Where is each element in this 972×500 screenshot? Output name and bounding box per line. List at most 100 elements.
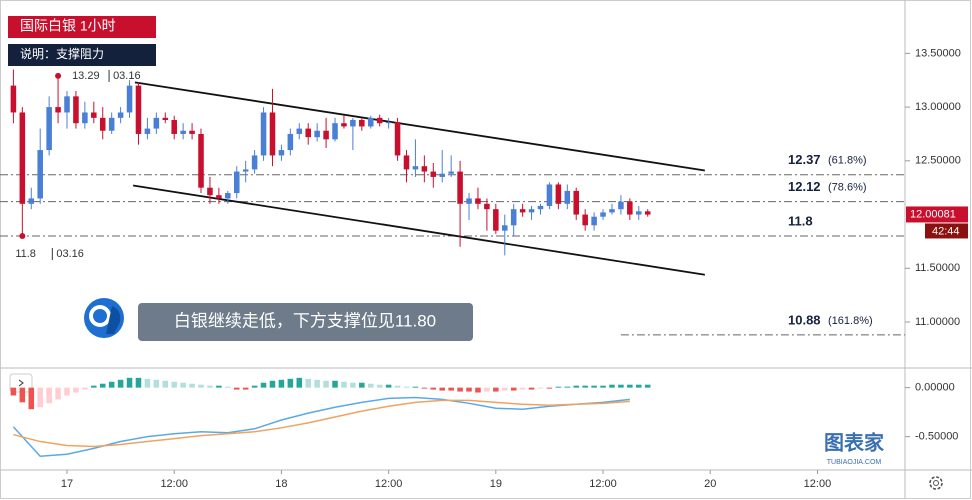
macd-bar xyxy=(475,387,481,393)
candle-body xyxy=(189,130,195,134)
candle-body xyxy=(466,198,472,204)
price-tag xyxy=(906,206,968,223)
macd-bar xyxy=(448,387,454,391)
candle-body xyxy=(55,107,61,113)
macd-bar xyxy=(207,385,213,388)
candle-body xyxy=(135,85,142,134)
macd-bar xyxy=(269,380,276,388)
trend-line xyxy=(132,184,706,276)
y-tick-label: 11.50000 xyxy=(915,262,960,274)
x-tick-label: 17 xyxy=(61,478,73,490)
macd-bar xyxy=(55,387,61,400)
candle-body xyxy=(636,211,642,215)
settings-icon[interactable] xyxy=(929,476,943,490)
macd-bar xyxy=(135,377,142,388)
candle-body xyxy=(28,198,35,204)
macd-bar xyxy=(421,387,428,389)
macd-bar xyxy=(376,384,383,388)
candle-body xyxy=(359,119,365,127)
x-tick-label: 12:00 xyxy=(589,478,617,490)
countdown: 42:44 xyxy=(932,225,960,237)
candle-body xyxy=(251,155,258,170)
x-tick-label: 20 xyxy=(704,478,716,490)
macd-bar xyxy=(162,380,169,388)
level-value: 12.12 xyxy=(788,179,821,194)
macd-bar xyxy=(10,387,17,396)
candle-body xyxy=(573,190,580,215)
level-value: 10.88 xyxy=(788,312,821,327)
candle-body xyxy=(609,209,615,213)
macd-bar xyxy=(28,387,35,410)
macd-bar xyxy=(216,385,222,388)
macd-bar xyxy=(225,386,231,388)
macd-bar xyxy=(439,387,445,391)
candle-body xyxy=(323,130,329,140)
level-note: (161.8%) xyxy=(828,315,873,327)
macd-bar xyxy=(394,385,401,388)
macd-bar xyxy=(385,384,392,388)
macd-bar xyxy=(180,382,186,388)
candle-body xyxy=(117,112,124,118)
candle-body xyxy=(296,128,303,134)
chevron-icon xyxy=(18,379,24,387)
macd-bar xyxy=(287,378,294,388)
macd-bar xyxy=(359,382,365,388)
macd-bar xyxy=(510,387,517,391)
candle-body xyxy=(278,150,285,156)
candle-body xyxy=(350,119,356,127)
y-tick-label: 11.00000 xyxy=(915,316,960,328)
candle-body xyxy=(82,112,88,124)
candle-body xyxy=(403,155,410,170)
candle-body xyxy=(198,133,204,188)
candle-body xyxy=(260,112,267,156)
trend-line xyxy=(134,81,706,172)
countdown-tag xyxy=(925,223,968,239)
chart-subtitle: 说明：支撑阻力 xyxy=(20,46,104,61)
macd-bar xyxy=(73,387,79,393)
candle-body xyxy=(341,123,347,127)
candle-body xyxy=(108,117,115,131)
macd-bar xyxy=(600,385,606,388)
macd-bar xyxy=(332,380,338,388)
candle-body xyxy=(546,184,553,206)
candle-body xyxy=(493,209,499,231)
callout-box xyxy=(138,303,473,341)
macd-bar xyxy=(108,381,115,388)
analyst-icon xyxy=(84,298,124,338)
y-tick-label: 13.00000 xyxy=(915,101,961,113)
macd-bar xyxy=(573,385,580,388)
extreme-date: 03.16 xyxy=(56,248,84,260)
candle-body xyxy=(582,214,588,226)
candle-body xyxy=(627,201,633,215)
macd-bar xyxy=(555,386,562,388)
macd-bar xyxy=(403,386,410,388)
macd-y-tick-label: 0.00000 xyxy=(915,382,955,394)
candle-body xyxy=(207,187,213,196)
macd-bar xyxy=(537,387,544,389)
macd-bar xyxy=(82,387,88,390)
title-box xyxy=(8,16,156,38)
candle-body xyxy=(448,171,454,174)
extreme-dot xyxy=(19,233,26,240)
candle-body xyxy=(376,117,383,124)
macd-bar xyxy=(493,387,499,392)
macd-bar xyxy=(189,383,195,388)
macd-bar xyxy=(644,384,651,388)
candle-body xyxy=(314,130,320,138)
macd-bar xyxy=(484,387,490,392)
candle-body xyxy=(242,169,249,172)
macd-bar xyxy=(126,377,133,388)
candle-body xyxy=(412,166,419,170)
macd-bar xyxy=(591,385,597,388)
macd-bar xyxy=(198,384,204,388)
candle-body xyxy=(475,198,481,204)
price-tag-value: 12.00081 xyxy=(910,208,956,220)
macd-bar xyxy=(251,385,258,388)
candle-body xyxy=(46,107,52,151)
candle-body xyxy=(555,184,562,204)
macd-bar xyxy=(519,387,526,390)
x-tick-label: 12:00 xyxy=(160,478,188,490)
candle-body xyxy=(287,133,294,151)
x-tick-label: 19 xyxy=(490,478,502,490)
